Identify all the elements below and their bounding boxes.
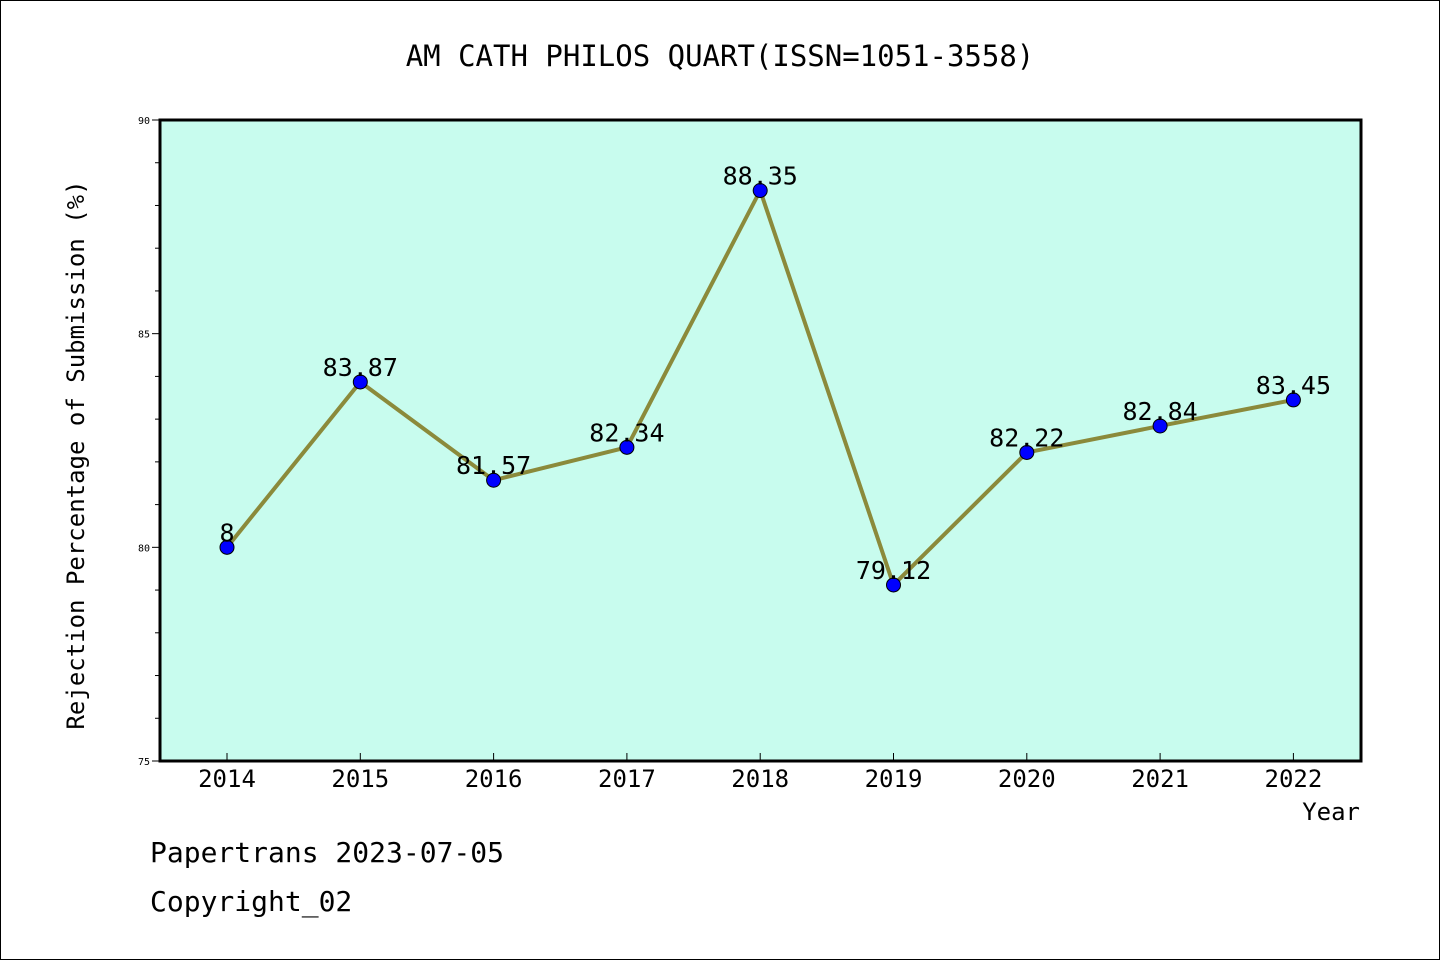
data-point	[352, 374, 368, 390]
data-label: 82.22	[989, 423, 1064, 452]
data-label: 83.87	[323, 353, 398, 382]
data-label: 81.57	[456, 451, 531, 480]
data-point	[1152, 418, 1168, 434]
y-axis-label: Rejection Percentage of Submission (%)	[62, 180, 90, 729]
footer-copyright: Copyright_02	[150, 885, 353, 918]
chart-title: AM CATH PHILOS QUART(ISSN=1051-3558)	[406, 39, 1035, 73]
series-layer: 8 83.87 81.57 82.34 88.35 79.12 82.22 82.84 83.4…	[219, 162, 1331, 593]
y-tick-label: 80	[138, 543, 150, 554]
data-point	[886, 577, 901, 593]
data-point	[1019, 444, 1035, 460]
plot-border	[158, 118, 1363, 763]
footer-date: Papertrans 2023-07-05	[150, 836, 505, 869]
data-label: 82.34	[589, 418, 664, 447]
data-point	[219, 539, 235, 555]
x-axis-label: Year	[1302, 798, 1360, 826]
x-tick-label: 2019	[865, 765, 923, 793]
x-tick-label: 2021	[1131, 765, 1189, 793]
data-point	[1285, 392, 1301, 408]
data-label: 88.35	[723, 162, 798, 191]
y-tick-label: 75	[138, 757, 150, 768]
data-point	[486, 472, 502, 488]
data-label: 82.84	[1122, 397, 1197, 426]
x-tick-label: 2020	[998, 765, 1056, 793]
y-tick-label: 90	[138, 116, 150, 127]
data-label: 8	[219, 518, 234, 547]
x-tick-label: 2018	[731, 765, 789, 793]
data-label: 79.12	[856, 556, 931, 585]
x-tick-label: 2015	[331, 765, 389, 793]
plot-area	[160, 120, 1361, 761]
x-tick-label: 2014	[198, 765, 256, 793]
axis-labels: 75 80 85 90 2014 2015 2016 2017 2018 2019 2020 2021…	[138, 116, 1322, 793]
x-tick-label: 2016	[465, 765, 523, 793]
data-point	[752, 183, 768, 199]
x-tick-label: 2017	[598, 765, 656, 793]
data-point	[619, 439, 635, 455]
x-tick-label: 2022	[1265, 765, 1323, 793]
data-label: 83.45	[1256, 371, 1331, 400]
y-tick-label: 85	[138, 330, 150, 341]
